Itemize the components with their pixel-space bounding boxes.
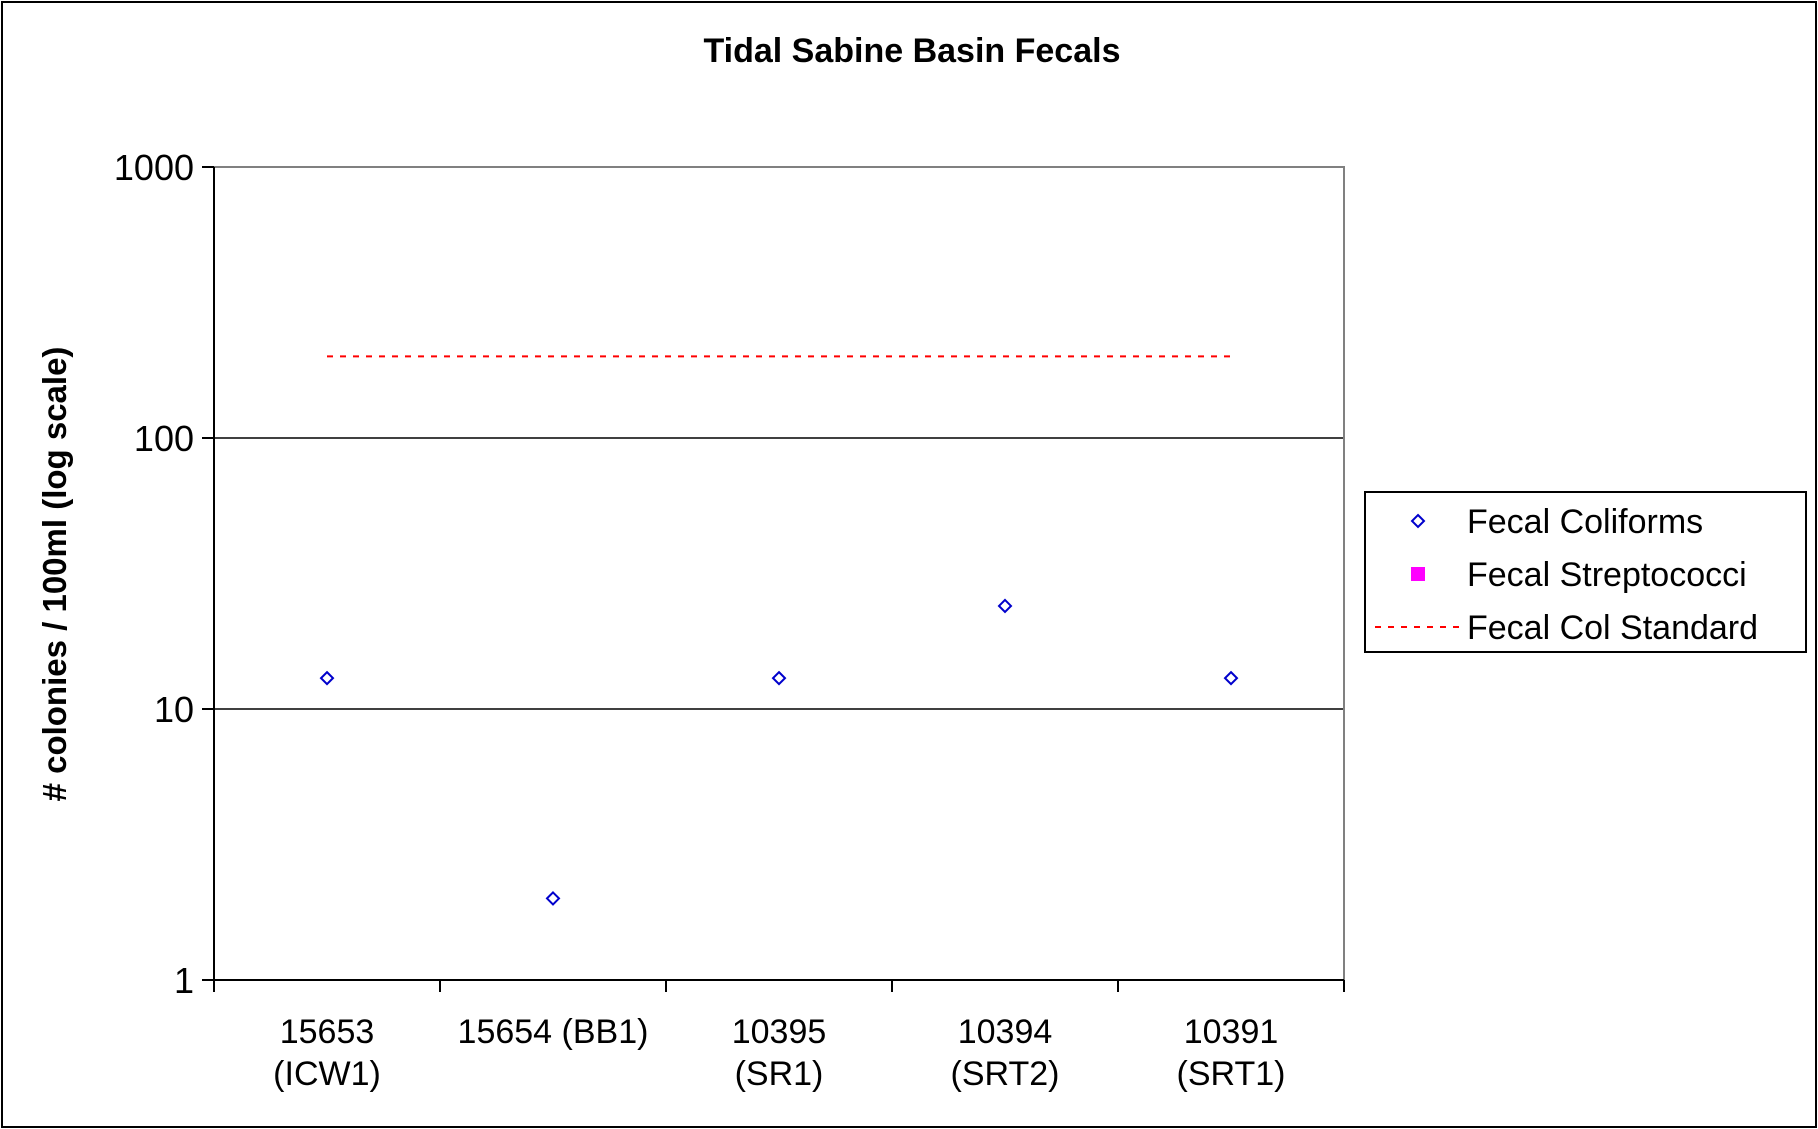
chart-title: Tidal Sabine Basin Fecals: [704, 32, 1121, 70]
legend-marker: [1410, 513, 1426, 529]
legend-box: [1364, 491, 1807, 653]
x-tick-label: 10395 (SR1): [732, 1013, 827, 1093]
x-tick-label: 10391 (SRT1): [1177, 1013, 1286, 1093]
legend-label: Fecal Streptococci: [1467, 556, 1747, 594]
legend-items: Fecal Coliforms Fecal Streptococci Fecal C…: [1375, 503, 1758, 647]
data-point: [771, 670, 787, 686]
y-tick-label: 100: [134, 418, 194, 459]
data-point: [545, 891, 561, 906]
y-axis-label: # colonies / 100ml (log scale): [36, 347, 73, 802]
data-point: [319, 670, 335, 686]
x-tick-label: 10394 (SRT2): [951, 1013, 1060, 1093]
y-tick-label: 1000: [114, 147, 194, 188]
y-tick-label: 1: [174, 960, 194, 1001]
legend: Fecal Coliforms Fecal Streptococci Fecal C…: [1364, 491, 1807, 653]
x-tick-label: 15653 (ICW1): [273, 1013, 381, 1093]
y-tick-label: 10: [154, 689, 194, 730]
data-point: [1223, 670, 1239, 686]
x-tick-label: 15654 (BB1): [458, 1013, 649, 1051]
legend-marker: [1411, 567, 1425, 581]
legend-label: Fecal Coliforms: [1467, 503, 1703, 541]
gridlines: [214, 437, 1344, 710]
y-axis-ticks: 1 10 100 1000: [114, 147, 214, 1001]
series-layer: [319, 355, 1239, 906]
x-axis-ticks: 15653 (ICW1) 15654 (BB1) 10395 (SR1) 10394 (SR…: [213, 980, 1345, 1093]
data-point: [997, 598, 1013, 614]
legend-label: Fecal Col Standard: [1467, 609, 1758, 647]
